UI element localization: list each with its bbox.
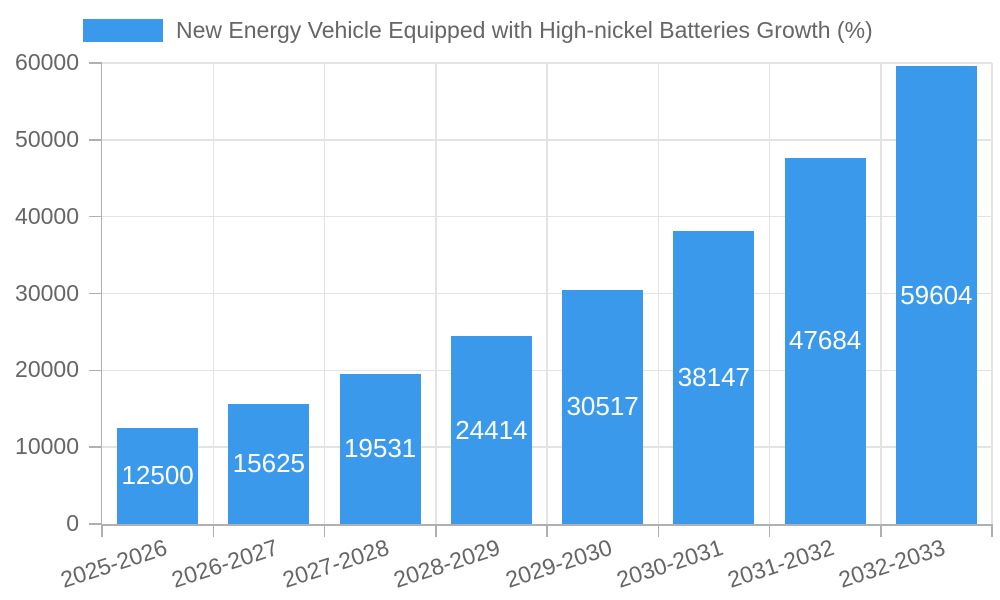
legend-label: New Energy Vehicle Equipped with High-ni…	[176, 17, 873, 43]
y-tick-mark	[89, 215, 102, 218]
legend-swatch	[83, 19, 163, 42]
y-tick-mark	[89, 62, 102, 64]
bar-value-label: 47684	[788, 325, 862, 356]
bar-value-label: 59604	[900, 279, 973, 310]
x-tick-label: 2031-2032	[724, 534, 838, 593]
x-tick-label: 2029-2030	[502, 534, 615, 593]
x-gridline	[768, 63, 771, 524]
x-gridline	[212, 63, 214, 524]
y-tick-label: 0	[66, 509, 79, 536]
y-tick-mark	[89, 523, 102, 525]
bar[interactable]: 38147	[673, 230, 755, 524]
bar[interactable]: 59604	[895, 66, 977, 524]
x-gridline	[880, 63, 882, 524]
x-tick-mark	[991, 524, 993, 537]
bar[interactable]: 30517	[562, 289, 644, 524]
y-tick-mark	[89, 139, 102, 141]
y-tick-label: 60000	[15, 48, 79, 75]
x-tick-label: 2028-2029	[390, 534, 504, 593]
x-tick-label: 2030-2031	[613, 534, 726, 593]
bar[interactable]: 19531	[339, 373, 421, 524]
x-gridline	[435, 63, 437, 524]
legend-item[interactable]: New Energy Vehicle Equipped with High-ni…	[83, 17, 873, 44]
bar-value-label: 38147	[677, 361, 751, 392]
x-gridline	[546, 63, 548, 524]
x-axis-line	[100, 523, 992, 526]
x-tick-mark	[101, 524, 103, 537]
x-tick-label: 2026-2027	[168, 534, 281, 593]
bar[interactable]: 15625	[228, 403, 310, 524]
x-tick-mark	[323, 524, 326, 537]
x-tick-mark	[768, 524, 771, 537]
x-tick-mark	[212, 524, 214, 537]
y-tick-mark	[89, 292, 102, 295]
bar-value-label: 12500	[121, 460, 194, 491]
y-tick-mark	[89, 369, 102, 372]
y-tick-mark	[89, 446, 102, 448]
bar[interactable]: 47684	[784, 157, 866, 524]
bar-value-label: 19531	[343, 433, 417, 464]
y-tick-label: 50000	[15, 125, 79, 152]
x-tick-label: 2027-2028	[279, 534, 393, 593]
x-gridline	[991, 63, 993, 524]
bar[interactable]: 24414	[450, 336, 532, 524]
bar-value-label: 24414	[455, 414, 528, 445]
y-axis-line	[100, 63, 102, 526]
x-tick-label: 2032-2033	[835, 534, 949, 593]
y-tick-label: 30000	[15, 279, 79, 306]
bar-value-label: 30517	[566, 391, 639, 422]
x-tick-mark	[435, 524, 437, 537]
x-tick-mark	[880, 524, 882, 537]
y-tick-label: 20000	[15, 356, 79, 383]
x-tick-label: 2025-2026	[57, 534, 170, 593]
bar[interactable]: 12500	[117, 427, 199, 524]
x-gridline	[323, 63, 326, 524]
bar-value-label: 15625	[232, 448, 306, 479]
x-tick-mark	[657, 524, 659, 537]
x-gridline	[657, 63, 659, 524]
y-tick-label: 40000	[15, 202, 79, 229]
y-tick-label: 10000	[15, 433, 79, 460]
x-tick-mark	[546, 524, 548, 537]
